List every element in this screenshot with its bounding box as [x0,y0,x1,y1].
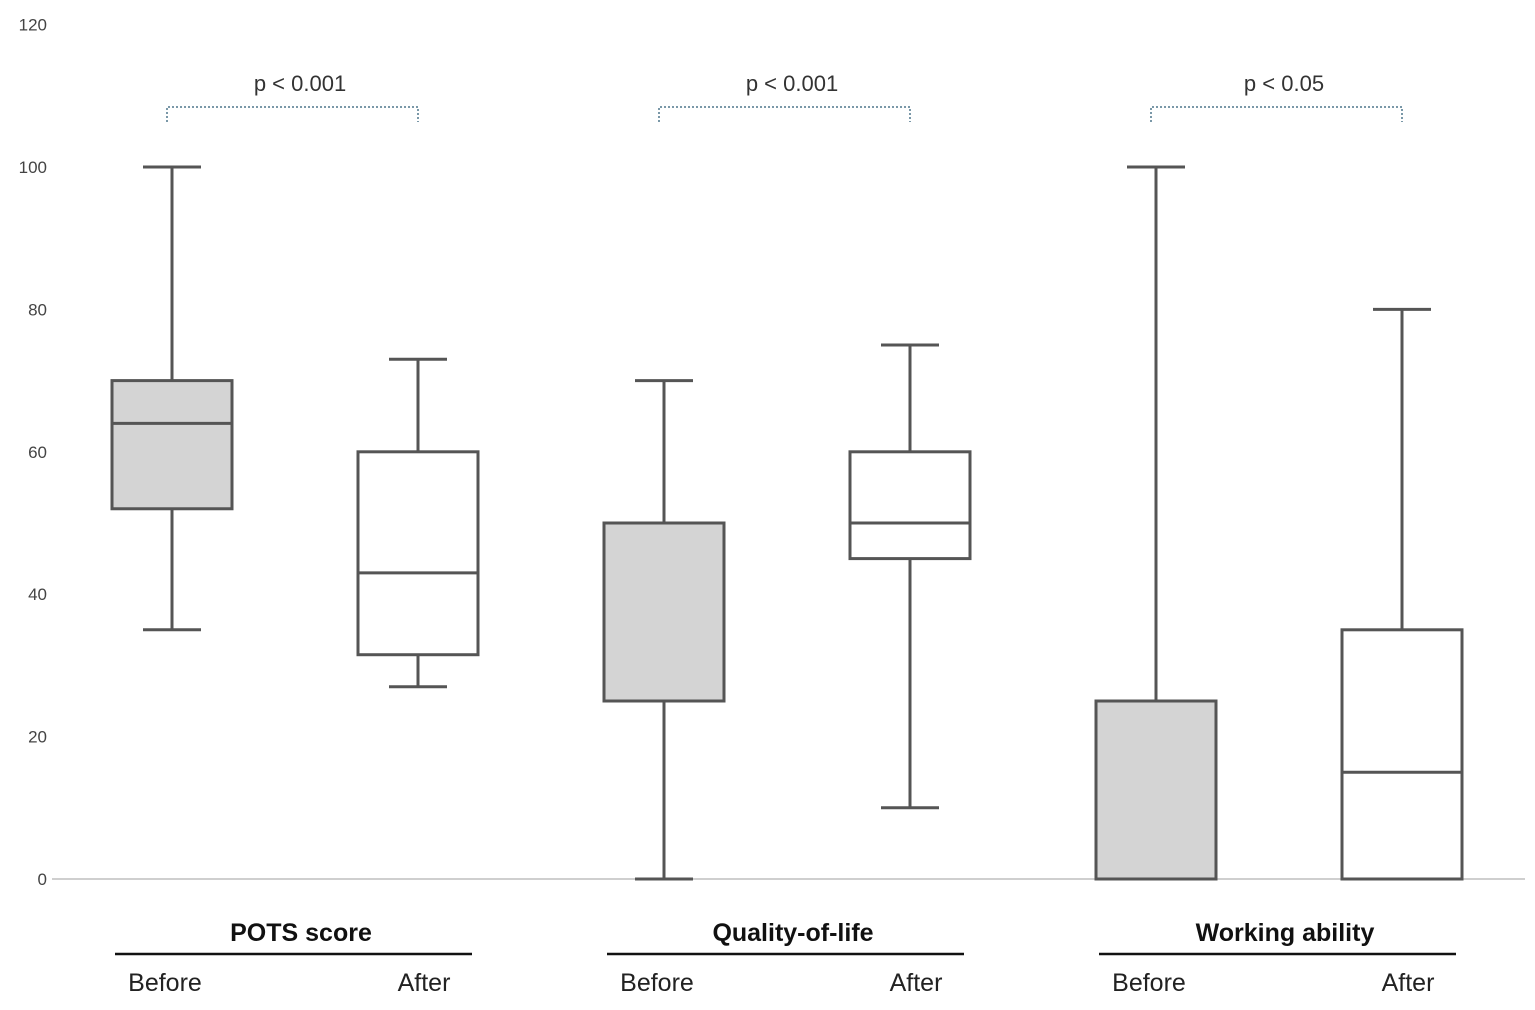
group-quality-of-life: p < 0.001 Quality-of-life Before After [602,71,972,997]
group-title: Quality-of-life [712,919,873,947]
box-before: Before [1094,165,1218,997]
box-before: Before [110,165,234,997]
p-value-label: p < 0.05 [1244,71,1324,96]
group-working-ability: p < 0.05 Working ability Before After [1094,71,1464,997]
box-after: After [356,357,480,997]
condition-label-before: Before [128,969,202,997]
y-tick-label: 80 [28,300,47,319]
y-tick-label: 0 [38,870,47,889]
p-value-label: p < 0.001 [746,71,838,96]
y-tick-label: 20 [28,728,47,747]
iqr-box [602,521,726,703]
group-title: Working ability [1196,919,1375,947]
condition-label-after: After [1382,969,1435,997]
y-tick-label: 60 [28,443,47,462]
y-tick-label: 100 [19,158,47,177]
condition-label-before: Before [1112,969,1186,997]
y-tick-label: 40 [28,585,47,604]
box-before: Before [602,379,726,997]
box-after: After [1340,307,1464,997]
y-tick-label: 120 [19,16,47,35]
group-pots-score: p < 0.001 POTS score Before After [110,71,480,997]
p-value-label: p < 0.001 [254,71,346,96]
condition-label-after: After [890,969,943,997]
iqr-box [110,379,234,511]
significance-bracket [166,106,419,122]
condition-label-before: Before [620,969,694,997]
group-title: POTS score [230,919,372,947]
iqr-box [848,450,972,561]
iqr-box [1094,699,1218,881]
significance-bracket [658,106,911,122]
iqr-box [356,450,480,657]
iqr-box [1340,628,1464,881]
box-after: After [848,343,972,997]
significance-bracket [1150,106,1403,122]
condition-label-after: After [398,969,451,997]
